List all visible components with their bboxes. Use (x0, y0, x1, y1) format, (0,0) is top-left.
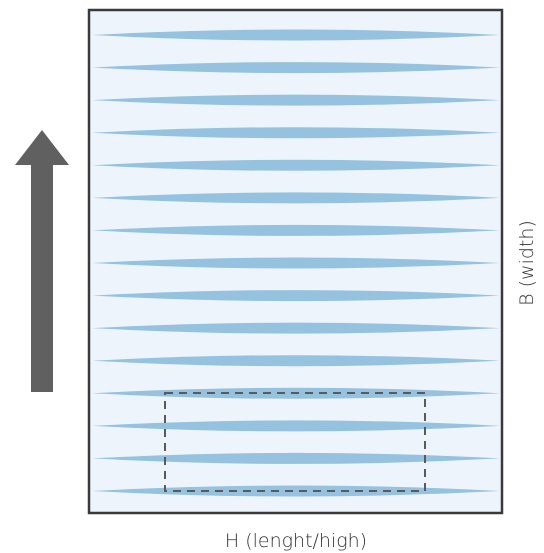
stripe (92, 290, 500, 302)
stripe (92, 485, 500, 497)
width-label: B (width) (516, 220, 538, 306)
stripe (92, 452, 500, 464)
dashed-region (164, 392, 426, 492)
stripe (92, 62, 500, 74)
stripe (92, 29, 500, 41)
stripe (92, 224, 500, 236)
stripe (92, 420, 500, 432)
stripe (92, 159, 500, 171)
stripe (92, 355, 500, 367)
stripe (92, 94, 500, 106)
length-label: H (lenght/high) (225, 530, 367, 552)
arrow-head (15, 130, 69, 165)
stripe (92, 257, 500, 269)
arrow-shaft (31, 164, 53, 392)
up-arrow-icon (15, 130, 69, 392)
stripe (92, 322, 500, 334)
stripe (92, 127, 500, 139)
stripe (92, 192, 500, 204)
stripe-group (92, 29, 500, 497)
